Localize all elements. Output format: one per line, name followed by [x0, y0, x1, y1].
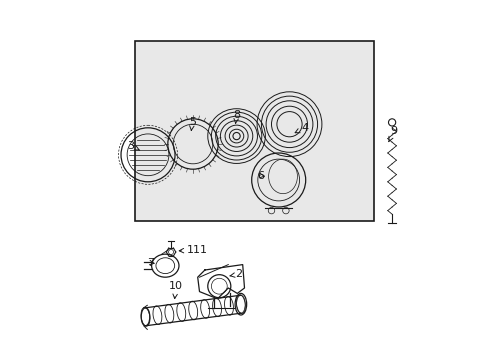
Text: 9: 9 [388, 126, 397, 142]
Text: 2: 2 [229, 269, 242, 279]
Text: 5: 5 [188, 117, 195, 131]
Text: 8: 8 [232, 110, 240, 123]
Text: 6: 6 [257, 171, 264, 181]
Text: 3: 3 [127, 141, 140, 151]
Text: 4: 4 [295, 123, 308, 133]
FancyBboxPatch shape [134, 41, 373, 221]
Text: 10: 10 [168, 281, 183, 298]
Text: 7: 7 [147, 258, 154, 268]
Text: 111: 111 [179, 245, 207, 255]
